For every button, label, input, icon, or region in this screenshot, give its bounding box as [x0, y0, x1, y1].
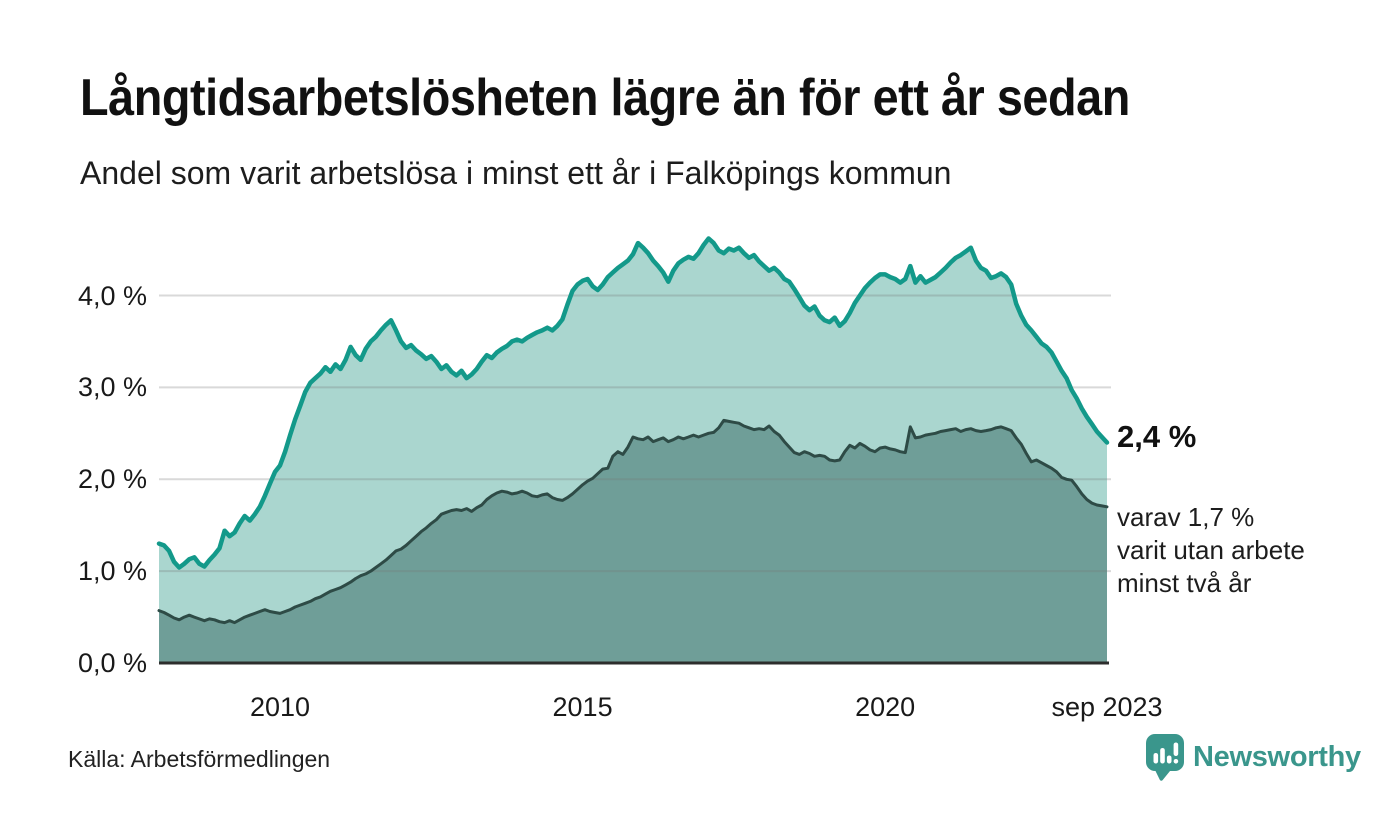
- line-one-year: [156, 236, 1110, 570]
- area-two-years: [159, 420, 1107, 663]
- latest-value-label: 2,4 %: [1117, 419, 1197, 454]
- two-year-annotation: varav 1,7 % varit utan arbete minst två …: [1117, 502, 1305, 598]
- line-two-years: [157, 418, 1109, 625]
- x-axis-label: 2015: [552, 692, 613, 722]
- x-axis-label: sep 2023: [1051, 692, 1163, 722]
- x-axis-label: 2010: [249, 692, 311, 722]
- newsworthy-logo: Newsworthy: [1146, 734, 1361, 781]
- source-label: Källa: Arbetsförmedlingen: [68, 746, 331, 772]
- y-axis-label: 4,0 %: [77, 280, 147, 311]
- newsworthy-bubble-chart-icon: [1146, 734, 1184, 781]
- y-axis-label: 2,0 %: [77, 464, 147, 495]
- y-axis-label: 1,0 %: [77, 556, 147, 587]
- page-title: Långtidsarbetslösheten lägre än för ett …: [80, 69, 1130, 127]
- x-axis-label: 2020: [855, 692, 916, 722]
- y-axis-label: 3,0 %: [77, 372, 147, 403]
- page-subtitle: Andel som varit arbetslösa i minst ett å…: [80, 155, 952, 191]
- newsworthy-wordmark: Newsworthy: [1193, 741, 1361, 773]
- y-axis-label: 0,0 %: [77, 648, 147, 678]
